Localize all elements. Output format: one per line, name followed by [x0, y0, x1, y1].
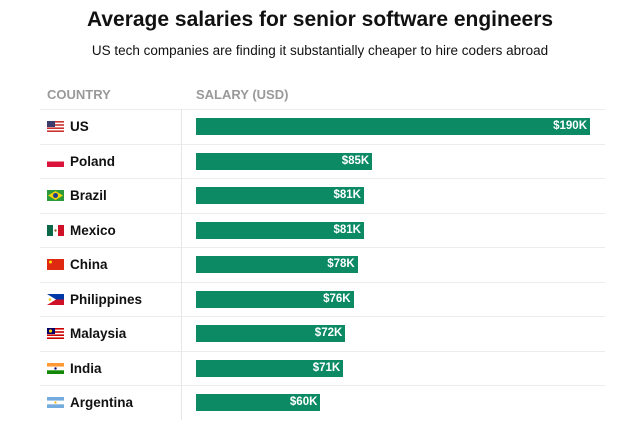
philippines-flag-icon	[47, 293, 64, 305]
bar-philippines: $76K	[196, 290, 354, 308]
row-malaysia: Malaysia $72K	[40, 316, 605, 351]
salary-column-header: SALARY (USD)	[196, 87, 289, 102]
country-label: Philippines	[70, 291, 143, 307]
row-china: China $78K	[40, 247, 605, 282]
india-flag-icon	[47, 362, 64, 374]
value-label: $81K	[333, 223, 361, 236]
malaysia-flag-icon	[47, 328, 64, 339]
bar-india: $71K	[196, 359, 344, 377]
value-label: $78K	[327, 258, 355, 270]
country-label: US	[70, 119, 89, 134]
row-argentina: Argentina $60K	[40, 385, 605, 420]
row-brazil: Brazil $81K	[40, 178, 605, 213]
value-label: $190K	[553, 120, 587, 132]
bar-argentina: $60K	[196, 394, 321, 411]
country-label: India	[70, 360, 102, 376]
bar-us: $190K	[196, 118, 590, 135]
bar-poland: $85K	[196, 152, 373, 170]
country-label: Mexico	[70, 222, 116, 238]
country-label: China	[70, 257, 108, 272]
us-flag-icon	[47, 121, 64, 132]
argentina-flag-icon	[47, 397, 64, 408]
value-label: $72K	[314, 327, 343, 339]
value-label: $71K	[312, 361, 341, 374]
bar-brazil: $81K	[196, 187, 364, 204]
value-label: $81K	[333, 189, 361, 201]
chart-title: Average salaries for senior software eng…	[86, 8, 554, 31]
value-label: $76K	[323, 292, 351, 305]
brazil-flag-icon	[47, 190, 64, 201]
column-divider	[181, 109, 182, 420]
china-flag-icon	[47, 259, 64, 270]
row-mexico: Mexico $81K	[40, 212, 605, 248]
row-philippines: Philippines $76K	[40, 281, 605, 317]
chart-subtitle: US tech companies are finding it substan…	[91, 43, 549, 58]
mexico-flag-icon	[47, 224, 64, 236]
row-india: India $71K	[40, 350, 605, 386]
country-label: Malaysia	[70, 326, 127, 341]
value-label: $85K	[341, 154, 370, 167]
poland-flag-icon	[47, 155, 64, 167]
country-label: Brazil	[70, 188, 107, 203]
row-us: US $190K	[40, 109, 605, 144]
bar-china: $78K	[196, 256, 358, 273]
bar-mexico: $81K	[196, 221, 364, 239]
row-poland: Poland $85K	[40, 143, 605, 179]
country-label: Poland	[70, 153, 116, 169]
country-label: Argentina	[70, 395, 134, 410]
bar-malaysia: $72K	[196, 325, 346, 342]
country-column-header: COUNTRY	[47, 87, 111, 102]
value-label: $60K	[289, 396, 318, 408]
